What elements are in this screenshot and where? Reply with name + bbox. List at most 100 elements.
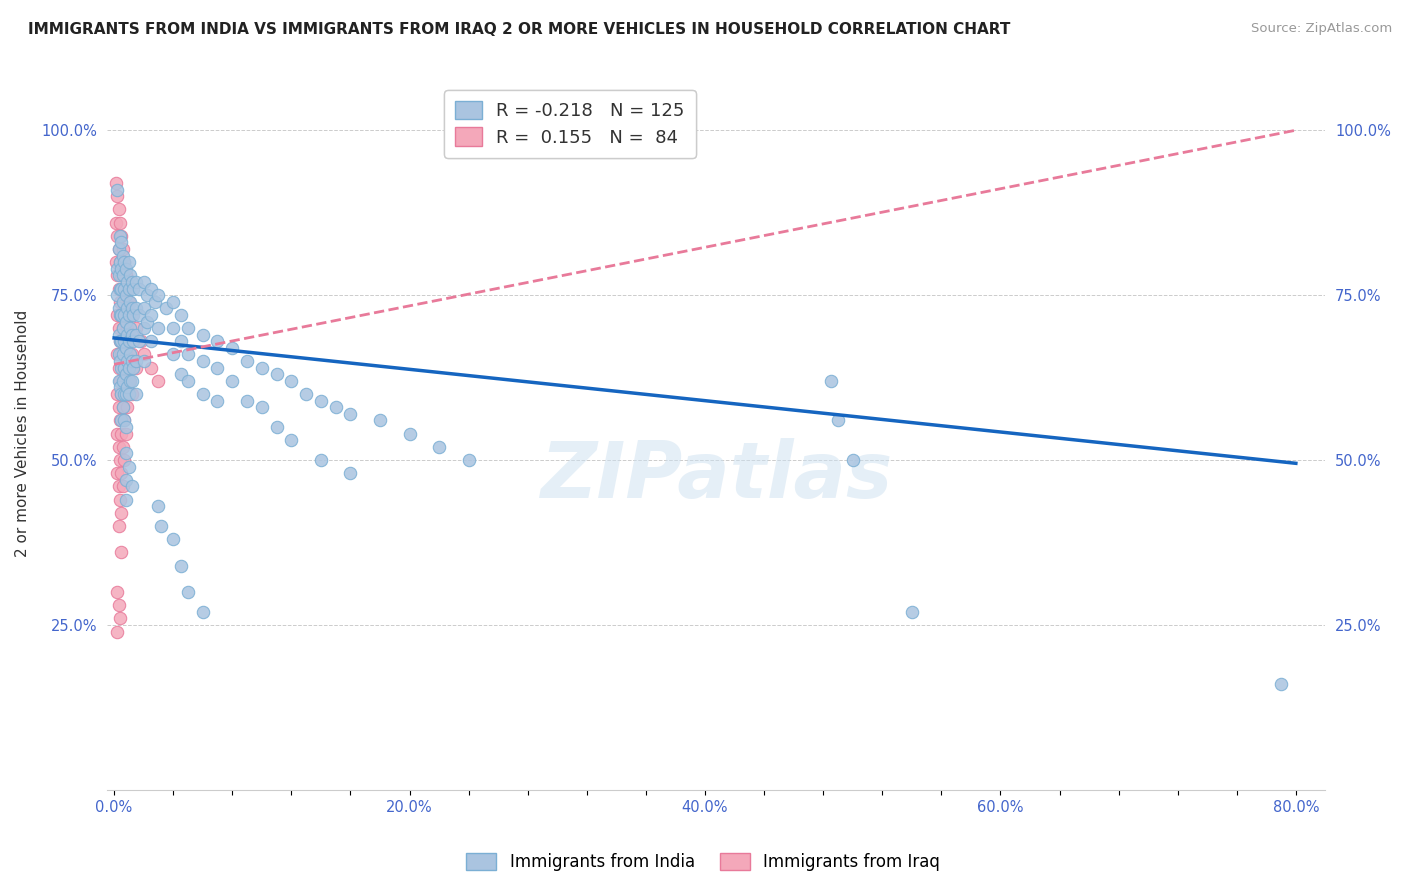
Point <box>207 360 229 375</box>
Point <box>115 288 138 302</box>
Point <box>108 294 131 309</box>
Point <box>105 228 128 243</box>
Point <box>111 242 134 256</box>
Point <box>107 268 129 283</box>
Point <box>107 242 129 256</box>
Point <box>122 360 145 375</box>
Point <box>115 473 138 487</box>
Point <box>110 308 132 322</box>
Point <box>118 308 141 322</box>
Point <box>148 288 170 302</box>
Point <box>107 479 129 493</box>
Point <box>115 347 138 361</box>
Point <box>207 334 229 349</box>
Point <box>115 268 138 283</box>
Point <box>107 374 129 388</box>
Point <box>120 268 142 283</box>
Point <box>110 360 132 375</box>
Point <box>427 440 450 454</box>
Point <box>108 354 131 368</box>
Point <box>107 401 129 415</box>
Point <box>107 202 129 217</box>
Point <box>111 440 134 454</box>
Point <box>107 519 129 533</box>
Point <box>132 321 155 335</box>
Point <box>191 354 214 368</box>
Point <box>108 255 131 269</box>
Point <box>122 334 145 349</box>
Point <box>115 426 138 441</box>
Point <box>121 479 143 493</box>
Point <box>162 347 184 361</box>
Point <box>339 467 361 481</box>
Point <box>117 281 139 295</box>
Point <box>117 401 139 415</box>
Text: ZIPatlas: ZIPatlas <box>540 438 893 515</box>
Point <box>115 308 138 322</box>
Point <box>162 294 184 309</box>
Point <box>398 426 420 441</box>
Point <box>121 347 143 361</box>
Point <box>177 347 200 361</box>
Point <box>105 624 128 639</box>
Point <box>110 467 132 481</box>
Point <box>250 401 273 415</box>
Point <box>115 387 138 401</box>
Point <box>107 598 129 612</box>
Point <box>139 334 162 349</box>
Point <box>1270 677 1292 691</box>
Point <box>150 519 173 533</box>
Point <box>280 374 302 388</box>
Point <box>162 532 184 546</box>
Point <box>115 368 138 382</box>
Point <box>169 558 191 573</box>
Point <box>108 216 131 230</box>
Point <box>115 446 138 460</box>
Point <box>108 611 131 625</box>
Point <box>120 374 142 388</box>
Point <box>128 281 150 295</box>
Point <box>114 334 136 349</box>
Point <box>108 334 131 349</box>
Point <box>120 321 142 335</box>
Point <box>129 334 152 349</box>
Point <box>128 334 150 349</box>
Point <box>108 308 131 322</box>
Point <box>122 281 145 295</box>
Point <box>108 281 131 295</box>
Point <box>108 255 131 269</box>
Point <box>118 387 141 401</box>
Point <box>121 387 143 401</box>
Point <box>118 374 141 388</box>
Point <box>114 413 136 427</box>
Point <box>236 393 259 408</box>
Point <box>266 420 288 434</box>
Point <box>128 308 150 322</box>
Point <box>110 506 132 520</box>
Point <box>125 301 148 316</box>
Point <box>105 268 128 283</box>
Point <box>139 360 162 375</box>
Point <box>110 347 132 361</box>
Point <box>111 281 134 295</box>
Point <box>107 327 129 342</box>
Point <box>368 413 391 427</box>
Point <box>250 360 273 375</box>
Point <box>107 347 129 361</box>
Point <box>111 347 134 361</box>
Point <box>169 368 191 382</box>
Point <box>110 387 132 401</box>
Point <box>108 413 131 427</box>
Point <box>111 374 134 388</box>
Point <box>105 288 128 302</box>
Point <box>110 334 132 349</box>
Point <box>104 255 127 269</box>
Point <box>122 308 145 322</box>
Point <box>139 308 162 322</box>
Point <box>120 347 142 361</box>
Point <box>115 387 138 401</box>
Point <box>105 426 128 441</box>
Point <box>169 334 191 349</box>
Point <box>827 413 849 427</box>
Y-axis label: 2 or more Vehicles in Household: 2 or more Vehicles in Household <box>15 310 30 558</box>
